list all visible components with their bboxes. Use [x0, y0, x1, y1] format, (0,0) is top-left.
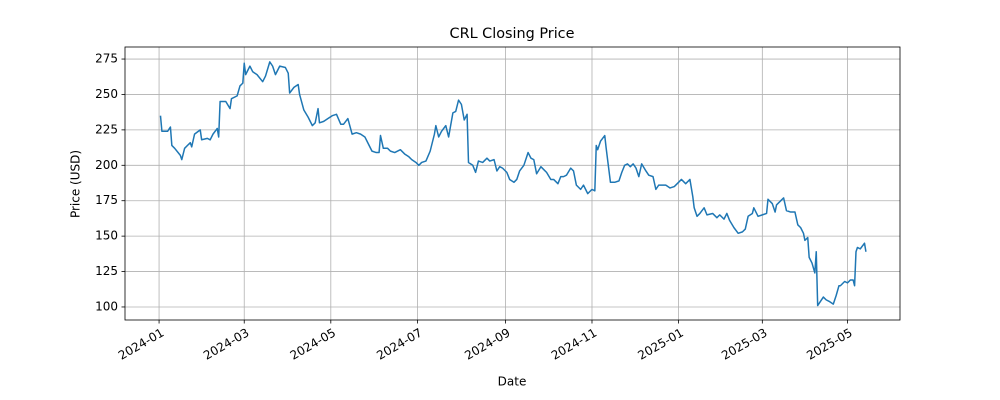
- y-tick-label: 100: [95, 299, 118, 313]
- x-tick-label: 2025-03: [719, 326, 769, 363]
- y-tick-label: 225: [95, 122, 118, 136]
- y-tick-label: 150: [95, 229, 118, 243]
- y-tick-label: 250: [95, 87, 118, 101]
- y-tick-label: 200: [95, 158, 118, 172]
- x-tick-label: 2024-03: [201, 326, 251, 363]
- plot-frame: [124, 46, 901, 321]
- y-tick-label: 175: [95, 193, 118, 207]
- x-axis-label: Date: [498, 375, 527, 389]
- price-line: [159, 61, 867, 307]
- x-tick-label: 2024-07: [374, 326, 424, 363]
- y-tick-label: 125: [95, 264, 118, 278]
- x-tick-label: 2024-11: [549, 326, 599, 363]
- y-axis-label: Price (USD): [69, 150, 83, 218]
- x-tick-label: 2024-05: [288, 326, 338, 363]
- x-tick-label: 2024-01: [116, 326, 166, 363]
- x-tick-label: 2025-05: [804, 326, 854, 363]
- x-tick-label: 2024-09: [462, 326, 512, 363]
- x-tick-label: 2025-01: [635, 326, 685, 363]
- y-tick-label: 275: [95, 52, 118, 66]
- chart-title: CRL Closing Price: [450, 26, 575, 42]
